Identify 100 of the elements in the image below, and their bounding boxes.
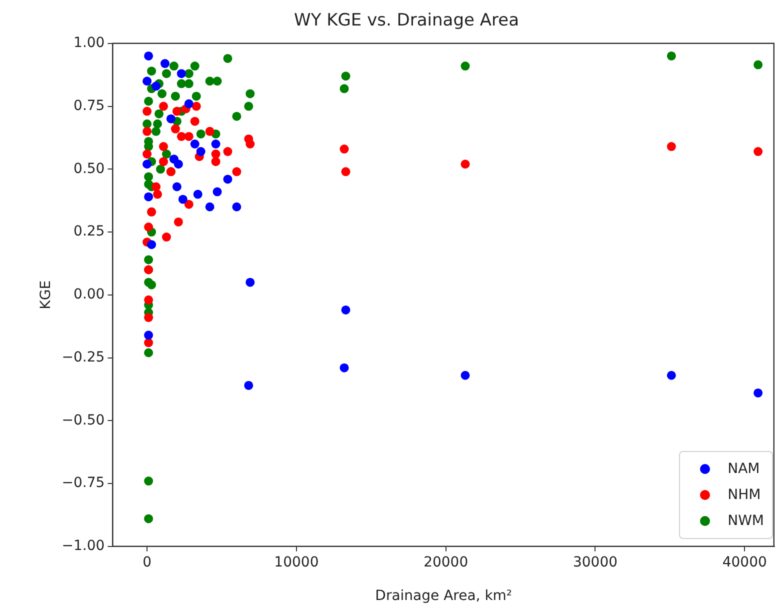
point xyxy=(152,126,161,136)
y-tick-label: −0.50 xyxy=(62,412,105,428)
point xyxy=(144,96,154,106)
point xyxy=(158,102,168,111)
point xyxy=(142,126,152,136)
point xyxy=(144,348,154,358)
point xyxy=(160,59,170,68)
point xyxy=(142,150,152,159)
point xyxy=(172,182,182,192)
point xyxy=(211,150,220,159)
y-tick-label: 0.00 xyxy=(74,286,105,303)
y-tick-label: 0.75 xyxy=(74,98,105,114)
chart-title: WY KGE vs. Drainage Area xyxy=(294,10,519,31)
point xyxy=(144,514,154,524)
point xyxy=(144,255,154,264)
point xyxy=(169,62,178,71)
point xyxy=(192,92,201,101)
point xyxy=(246,89,255,98)
point xyxy=(196,129,206,138)
point xyxy=(144,172,154,182)
point xyxy=(223,147,232,156)
point xyxy=(190,140,200,148)
point xyxy=(158,89,166,98)
point xyxy=(205,126,214,136)
point xyxy=(340,144,349,154)
point xyxy=(144,51,154,60)
point xyxy=(144,222,154,232)
x-tick-label: 30000 xyxy=(572,554,618,570)
point xyxy=(152,82,161,91)
point xyxy=(170,124,180,134)
x-tick-label: 20000 xyxy=(424,554,468,570)
point xyxy=(162,232,171,242)
point xyxy=(144,330,154,340)
point xyxy=(196,147,206,156)
point xyxy=(341,305,350,314)
point xyxy=(184,69,194,78)
point xyxy=(193,190,202,199)
legend-label: NWM xyxy=(728,513,764,529)
point xyxy=(340,84,349,94)
x-tick-label: 10000 xyxy=(274,554,319,570)
point xyxy=(754,147,763,156)
y-tick-label: 0.25 xyxy=(74,224,105,240)
point xyxy=(211,157,220,166)
y-tick-label: −1.00 xyxy=(62,538,105,554)
point xyxy=(192,102,201,111)
point xyxy=(144,313,154,322)
point xyxy=(142,119,152,128)
x-tick-label: 40000 xyxy=(722,554,767,570)
point xyxy=(205,76,214,86)
point xyxy=(754,60,763,70)
point xyxy=(152,182,161,192)
legend-label: NHM xyxy=(728,487,761,503)
point xyxy=(460,62,470,71)
y-tick-label: −0.75 xyxy=(62,475,105,492)
legend-label: NAM xyxy=(728,461,760,477)
point xyxy=(244,102,254,111)
point xyxy=(144,476,154,486)
point xyxy=(142,106,152,116)
point xyxy=(178,194,188,204)
point xyxy=(144,192,154,202)
point xyxy=(184,200,194,209)
point xyxy=(172,106,182,116)
point xyxy=(666,142,676,152)
point xyxy=(223,174,232,184)
point xyxy=(166,114,176,124)
point xyxy=(184,132,194,141)
point xyxy=(460,370,470,380)
point xyxy=(162,69,171,78)
point xyxy=(174,217,183,226)
y-tick-label: 0.50 xyxy=(74,160,105,177)
point xyxy=(158,157,168,166)
point xyxy=(174,160,183,169)
point xyxy=(142,160,152,169)
point xyxy=(144,295,154,304)
point xyxy=(147,240,156,250)
point xyxy=(176,132,186,141)
point xyxy=(341,72,350,81)
point xyxy=(666,51,676,60)
point xyxy=(223,54,232,63)
y-tick-label: 1.00 xyxy=(74,35,105,52)
point xyxy=(244,380,254,390)
point xyxy=(246,278,255,287)
point xyxy=(666,370,676,380)
point xyxy=(232,112,242,121)
point xyxy=(144,338,154,348)
point xyxy=(156,164,166,174)
point xyxy=(144,278,154,287)
point xyxy=(460,160,470,169)
point xyxy=(153,119,162,128)
y-tick-label: −0.25 xyxy=(62,349,105,366)
y-axis-title: KGE xyxy=(38,280,54,310)
x-tick-label: 0 xyxy=(142,554,152,570)
point xyxy=(153,190,162,199)
point xyxy=(232,202,242,212)
point xyxy=(190,62,200,71)
point xyxy=(184,79,194,88)
point xyxy=(190,116,200,126)
point xyxy=(170,92,180,101)
point xyxy=(212,76,222,86)
point xyxy=(340,363,349,372)
